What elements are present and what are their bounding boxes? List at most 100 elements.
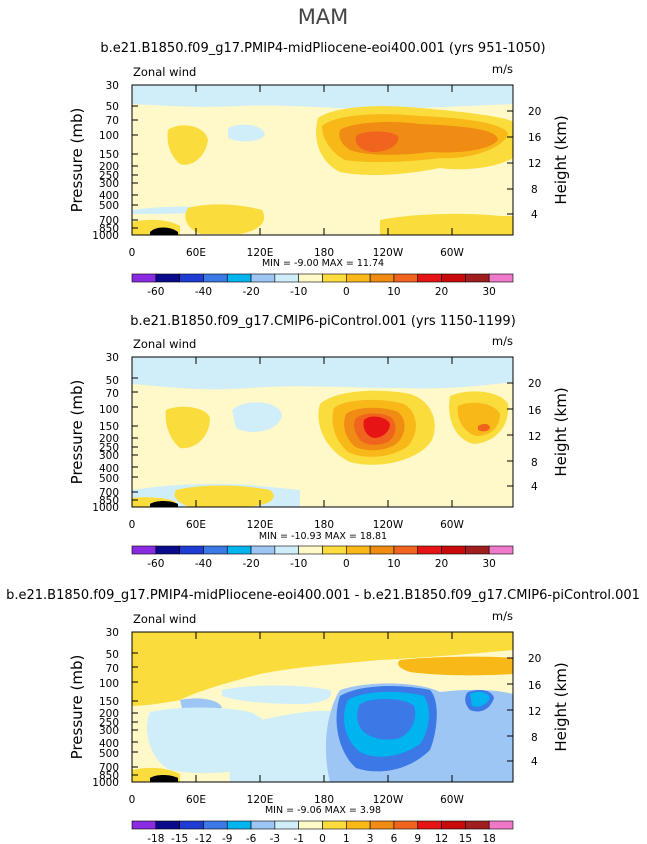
colorbar-swatch xyxy=(417,545,442,555)
panel-1-ytick-400: 400 xyxy=(99,190,119,202)
panel-3-colorbar: -18 -15 -12 -9 -6 -3 -1 0 1 3 6 9 12 15 18 xyxy=(131,820,514,844)
colorbar-label: -18 xyxy=(147,833,164,844)
panel-1-ytick-200: 200 xyxy=(99,161,119,173)
colorbar-swatch xyxy=(298,273,323,283)
panel-1-y2label: Height (km) xyxy=(552,115,570,204)
colorbar-swatch xyxy=(441,545,466,555)
colorbar-swatch xyxy=(417,273,442,283)
colorbar-label: -12 xyxy=(195,833,212,844)
colorbar-label: 10 xyxy=(387,286,400,298)
colorbar-label: -6 xyxy=(246,833,257,844)
colorbar-label: 10 xyxy=(387,558,400,570)
colorbar-swatch xyxy=(488,273,514,283)
colorbar-swatch xyxy=(250,545,276,555)
panel-3-y2tick-20: 20 xyxy=(528,653,541,665)
colorbar-label: -9 xyxy=(222,833,232,844)
colorbar-label: 30 xyxy=(483,286,496,298)
colorbar-swatch xyxy=(179,273,204,283)
panel-1-ytick-50: 50 xyxy=(106,101,119,113)
colorbar-swatch xyxy=(322,820,347,830)
colorbar-swatch xyxy=(203,820,228,830)
panel-3-ytick-1000: 1000 xyxy=(92,777,119,789)
colorbar-swatch xyxy=(441,273,466,283)
panel-1-ytick-500: 500 xyxy=(99,200,119,212)
colorbar-label: -1 xyxy=(293,833,303,844)
colorbar-swatch xyxy=(346,545,371,555)
colorbar-label: 9 xyxy=(414,833,421,844)
panel-1-y2tick-20: 20 xyxy=(528,106,541,118)
panel-2-stats: MIN = -10.93 MAX = 18.81 xyxy=(259,531,387,542)
panel-2-xtick-0: 0 xyxy=(129,519,136,531)
colorbar-label: -20 xyxy=(242,558,259,570)
panel-2-ytick-250: 250 xyxy=(99,442,119,454)
panel-3-ytick-50: 50 xyxy=(106,649,119,661)
panel-1-xtick-120w: 120W xyxy=(373,247,404,259)
panel-3-ytick-150: 150 xyxy=(99,696,119,708)
colorbar-swatch xyxy=(155,545,180,555)
panel-3-ytick-300: 300 xyxy=(99,725,119,737)
colorbar-swatch xyxy=(346,820,371,830)
panel-2-field xyxy=(132,357,513,507)
panel-1-ytick-700: 700 xyxy=(99,215,119,227)
colorbar-swatch xyxy=(369,820,395,830)
colorbar-label: 20 xyxy=(435,286,448,298)
panel-1-y2tick-16: 16 xyxy=(528,132,542,144)
panel-1-variable: Zonal wind xyxy=(133,65,196,79)
colorbar-swatch xyxy=(155,273,180,283)
colorbar-label: -60 xyxy=(147,558,164,570)
panel-3-ytick-250: 250 xyxy=(99,717,119,729)
panel-2: b.e21.B1850.f09_g17.CMIP6-piControl.001 … xyxy=(68,314,570,570)
colorbar-swatch xyxy=(393,273,419,283)
panel-2-ytick-500: 500 xyxy=(99,473,119,485)
colorbar-label: -15 xyxy=(171,833,188,844)
panel-2-xtick-180: 180 xyxy=(314,519,334,531)
panel-1-y2tick-8: 8 xyxy=(531,184,538,196)
panel-2-variable: Zonal wind xyxy=(133,337,196,351)
panel-2-ytick-50: 50 xyxy=(106,375,119,387)
panel-1-xtick-60e: 60E xyxy=(186,247,206,259)
colorbar-swatch xyxy=(417,820,442,830)
colorbar-label: 30 xyxy=(483,558,496,570)
colorbar-swatch xyxy=(488,545,514,555)
panel-3-ytick-70: 70 xyxy=(106,663,119,675)
colorbar-label: 1 xyxy=(343,833,350,844)
panel-1-stats: MIN = -9.00 MAX = 11.74 xyxy=(262,258,384,269)
panel-3-ytick-500: 500 xyxy=(99,748,119,760)
panel-1-plot-frame xyxy=(131,84,514,236)
panel-3-units: m/s xyxy=(492,609,513,623)
panel-2-units: m/s xyxy=(492,334,513,348)
panel-1-ytick-100: 100 xyxy=(99,130,119,142)
panel-2-ytick-400: 400 xyxy=(99,463,119,475)
panel-2-ylabel: Pressure (mb) xyxy=(68,380,86,485)
panel-3-ytick-30: 30 xyxy=(106,627,119,639)
colorbar-label: 0 xyxy=(319,833,326,844)
panel-3: b.e21.B1850.f09_g17.PMIP4-midPliocene-eo… xyxy=(6,588,640,844)
colorbar-swatch xyxy=(274,273,299,283)
colorbar-label: -60 xyxy=(147,286,164,298)
colorbar-swatch xyxy=(369,273,395,283)
colorbar-label: -20 xyxy=(242,286,259,298)
panel-2-y2tick-12: 12 xyxy=(528,431,541,443)
colorbar-swatch xyxy=(131,273,157,283)
panel-1-field xyxy=(132,85,513,235)
colorbar-swatch xyxy=(179,820,204,830)
panel-3-ytick-850: 850 xyxy=(99,770,119,782)
panel-3-variable: Zonal wind xyxy=(133,612,196,626)
colorbar-label: -40 xyxy=(195,286,212,298)
panel-1-units: m/s xyxy=(492,62,513,76)
panel-3-xtick-60w: 60W xyxy=(440,794,464,806)
panel-1-y2tick-4: 4 xyxy=(531,209,538,221)
colorbar-swatch xyxy=(203,273,228,283)
colorbar-swatch xyxy=(274,545,299,555)
panel-1-xtick-0: 0 xyxy=(129,247,136,259)
colorbar-swatch xyxy=(441,820,466,830)
panel-1-ylabel: Pressure (mb) xyxy=(68,108,86,213)
colorbar-swatch xyxy=(346,273,371,283)
panel-3-title: b.e21.B1850.f09_g17.PMIP4-midPliocene-eo… xyxy=(6,588,640,603)
colorbar-swatch xyxy=(465,820,490,830)
panel-1-xtick-120e: 120E xyxy=(247,247,274,259)
panel-2-y2tick-16: 16 xyxy=(528,405,542,417)
panel-3-ylabel: Pressure (mb) xyxy=(68,655,86,760)
panel-1-ytick-1000: 1000 xyxy=(92,230,119,242)
panel-1-xtick-180: 180 xyxy=(314,247,334,259)
